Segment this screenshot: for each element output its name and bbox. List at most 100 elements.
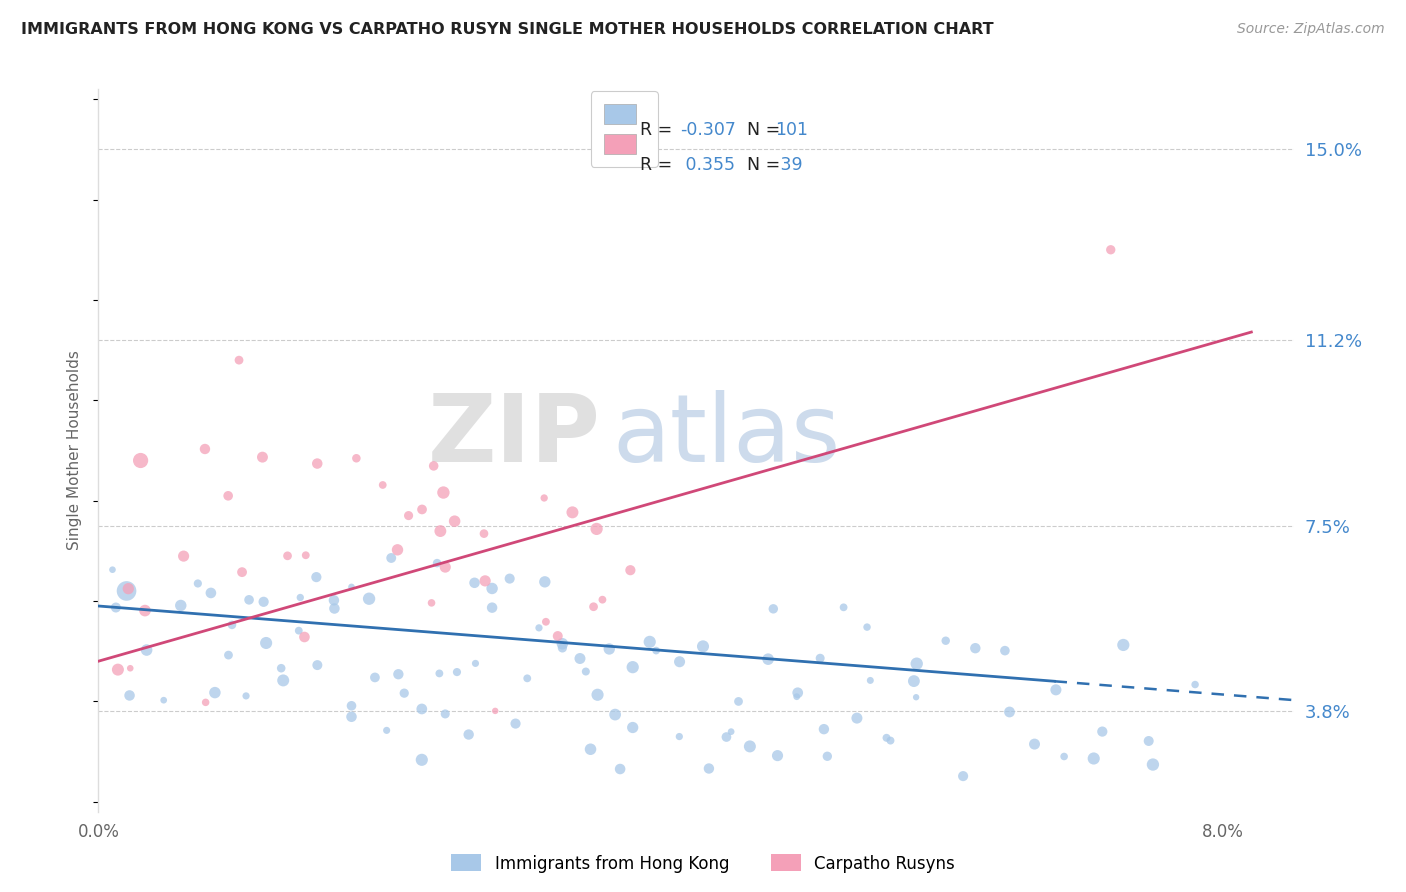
Point [994, 643, 1017, 657]
Point [394, 686, 416, 700]
Point [1184, 677, 1206, 691]
Point [307, 457, 329, 471]
Point [387, 542, 409, 557]
Point [129, 453, 152, 467]
Point [173, 549, 195, 563]
Point [101, 563, 124, 577]
Point [432, 485, 454, 500]
Point [344, 451, 367, 466]
Point [534, 615, 557, 629]
Point [859, 673, 882, 688]
Point [271, 673, 294, 688]
Point [364, 670, 387, 684]
Point [204, 685, 226, 699]
Point [218, 648, 240, 662]
Point [290, 591, 312, 605]
Point [499, 572, 522, 586]
Point [135, 643, 157, 657]
Text: 101: 101 [776, 120, 808, 139]
Point [727, 694, 749, 708]
Text: IMMIGRANTS FROM HONG KONG VS CARPATHO RUSYN SINGLE MOTHER HOUSEHOLDS CORRELATION: IMMIGRANTS FROM HONG KONG VS CARPATHO RU… [21, 22, 994, 37]
Point [187, 576, 209, 591]
Point [905, 657, 928, 671]
Point [605, 707, 627, 722]
Point [591, 592, 613, 607]
Point [692, 640, 714, 654]
Point [294, 548, 316, 562]
Point [152, 693, 174, 707]
Point [879, 733, 901, 747]
Text: N =: N = [737, 156, 786, 174]
Y-axis label: Single Mother Households: Single Mother Households [67, 351, 83, 550]
Point [340, 698, 363, 713]
Text: N =: N = [737, 120, 786, 139]
Point [1045, 682, 1067, 697]
Point [194, 442, 217, 456]
Point [621, 721, 644, 735]
Point [762, 602, 785, 616]
Point [340, 580, 363, 594]
Text: 0.355: 0.355 [681, 156, 735, 174]
Point [252, 450, 274, 464]
Point [270, 661, 292, 675]
Point [845, 711, 868, 725]
Point [426, 556, 449, 570]
Point [474, 574, 496, 588]
Point [115, 584, 138, 599]
Point [387, 667, 409, 681]
Point [716, 730, 738, 744]
Point [1142, 757, 1164, 772]
Point [481, 600, 503, 615]
Point [398, 508, 420, 523]
Point [1099, 243, 1122, 257]
Point [905, 690, 928, 705]
Point [120, 661, 142, 675]
Point [609, 762, 631, 776]
Point [443, 514, 465, 528]
Point [551, 637, 574, 651]
Text: R =: R = [641, 156, 678, 174]
Point [527, 621, 550, 635]
Point [472, 526, 495, 541]
Point [200, 586, 222, 600]
Point [420, 596, 443, 610]
Point [815, 749, 838, 764]
Point [903, 674, 925, 689]
Point [228, 353, 250, 368]
Point [720, 724, 742, 739]
Point [668, 655, 690, 669]
Point [238, 592, 260, 607]
Point [134, 604, 156, 618]
Point [117, 582, 139, 596]
Text: -0.307: -0.307 [681, 120, 735, 139]
Point [569, 651, 592, 665]
Point [697, 762, 720, 776]
Text: R =: R = [641, 120, 678, 139]
Point [170, 599, 193, 613]
Point [427, 666, 450, 681]
Point [998, 705, 1021, 719]
Point [464, 575, 486, 590]
Point [429, 524, 451, 538]
Point [645, 643, 668, 657]
Point [582, 599, 605, 614]
Point [107, 663, 129, 677]
Point [307, 658, 329, 673]
Point [434, 706, 457, 721]
Point [357, 591, 380, 606]
Point [411, 702, 433, 716]
Point [253, 595, 276, 609]
Point [547, 629, 569, 643]
Point [1112, 638, 1135, 652]
Point [619, 563, 641, 577]
Point [1083, 751, 1105, 765]
Point [575, 665, 598, 679]
Point [484, 704, 506, 718]
Text: atlas: atlas [613, 390, 841, 482]
Point [446, 665, 468, 679]
Point [638, 635, 661, 649]
Point [965, 641, 987, 656]
Point [411, 502, 433, 516]
Point [277, 549, 299, 563]
Point [434, 560, 457, 574]
